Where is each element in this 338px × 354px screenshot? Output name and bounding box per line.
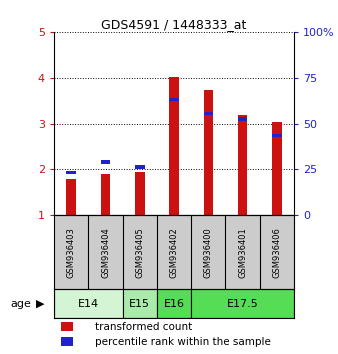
Title: GDS4591 / 1448333_at: GDS4591 / 1448333_at [101,18,247,31]
Text: GSM936400: GSM936400 [204,227,213,278]
Bar [67,179,76,215]
Bar [54,289,123,318]
Bar [272,122,282,215]
Bar [101,160,110,164]
Text: E16: E16 [164,298,185,309]
Text: GSM936404: GSM936404 [101,227,110,278]
Text: E17.5: E17.5 [227,298,259,309]
Text: transformed count: transformed count [95,322,192,332]
Bar [191,289,294,318]
Bar [169,77,179,215]
Bar [135,165,145,169]
Bar [67,171,76,174]
Bar [203,90,213,215]
Bar [61,322,73,331]
Bar [123,289,157,318]
Text: GSM936402: GSM936402 [170,227,178,278]
Bar [157,289,191,318]
Bar [203,112,213,115]
Text: GSM936405: GSM936405 [135,227,144,278]
Text: E14: E14 [78,298,99,309]
Text: age: age [10,298,31,309]
Text: GSM936406: GSM936406 [272,227,282,278]
Bar [135,172,145,215]
Bar [61,337,73,346]
Bar [272,134,282,137]
Text: GSM936403: GSM936403 [67,227,76,278]
Text: E15: E15 [129,298,150,309]
Text: ▶: ▶ [35,298,44,309]
Bar [238,115,247,215]
Text: GSM936401: GSM936401 [238,227,247,278]
Bar [169,98,179,101]
Text: percentile rank within the sample: percentile rank within the sample [95,337,271,347]
Bar [238,117,247,120]
Bar [101,174,110,215]
